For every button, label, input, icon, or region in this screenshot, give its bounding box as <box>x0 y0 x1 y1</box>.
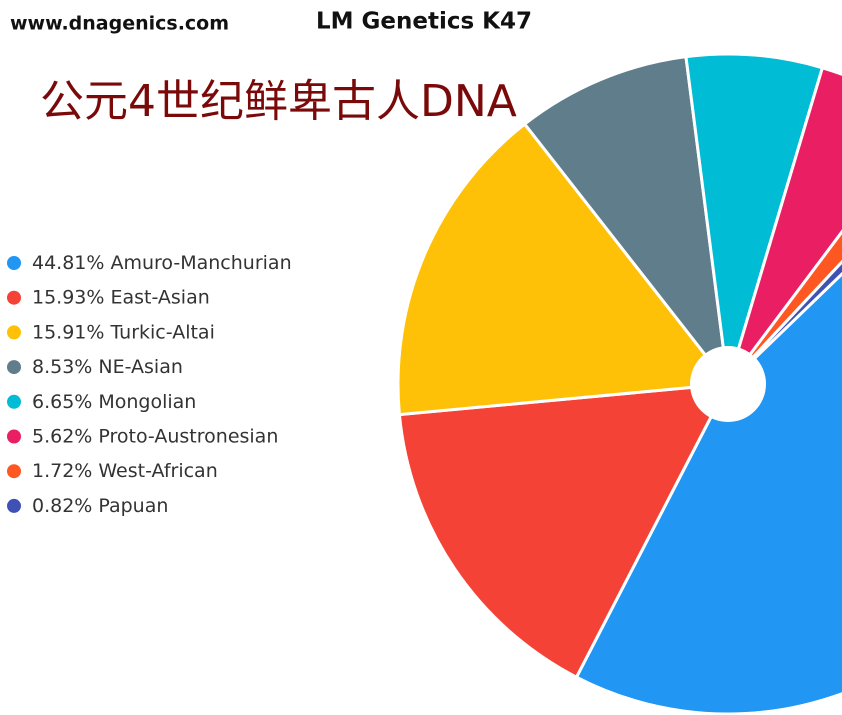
pie-slice <box>397 382 731 680</box>
legend-value: 44.81% <box>32 252 104 274</box>
legend-swatch <box>7 394 21 409</box>
legend-name: NE-Asian <box>98 356 183 378</box>
pie-slice <box>726 65 842 385</box>
chart-title: LM Genetics K47 <box>316 9 532 35</box>
legend-name: West-African <box>98 460 217 482</box>
pie-slice <box>684 52 825 385</box>
legend-value: 5.62% <box>32 425 92 447</box>
legend-name: Mongolian <box>98 390 196 412</box>
pie-slice <box>726 229 842 386</box>
legend-name: Proto-Austronesian <box>98 425 278 447</box>
legend-swatch <box>7 464 21 479</box>
legend-value: 1.72% <box>32 460 92 482</box>
legend-swatch <box>7 290 21 305</box>
chart-subtitle: 公元4世纪鲜卑古人DNA <box>40 76 517 127</box>
legend-value: 0.82% <box>32 494 92 516</box>
legend-label: 8.53% NE-Asian <box>32 356 183 378</box>
pie-slice <box>522 55 731 390</box>
legend-value: 15.93% <box>32 286 104 308</box>
legend-swatch <box>7 256 21 270</box>
legend-value: 15.91% <box>32 321 104 343</box>
legend-label: 15.93% East-Asian <box>32 286 210 308</box>
site-name: www.dnagenics.com <box>10 13 229 35</box>
pie <box>396 52 842 715</box>
legend-name: Papuan <box>98 494 168 516</box>
legend-value: 8.53% <box>32 356 92 378</box>
legend-label: 15.91% Turkic-Altai <box>32 321 215 343</box>
legend-label: 0.82% Papuan <box>32 494 168 516</box>
legend-swatch <box>7 429 21 444</box>
legend-value: 6.65% <box>32 390 92 412</box>
pie-slice <box>396 121 731 417</box>
pie-slice <box>726 259 842 386</box>
legend-name: Amuro-Manchurian <box>110 252 291 274</box>
legend-name: East-Asian <box>110 286 209 308</box>
legend-label: 44.81% Amuro-Manchurian <box>32 252 292 274</box>
legend-swatch <box>7 360 21 375</box>
legend-label: 5.62% Proto-Austronesian <box>32 425 278 447</box>
pie-hole <box>690 346 766 422</box>
legend-swatch <box>7 325 21 340</box>
legend-label: 6.65% Mongolian <box>32 390 196 412</box>
legend-swatch <box>7 498 21 513</box>
legend-name: Turkic-Altai <box>109 321 214 343</box>
legend-label: 1.72% West-African <box>32 460 218 482</box>
pie-slice <box>574 271 842 715</box>
